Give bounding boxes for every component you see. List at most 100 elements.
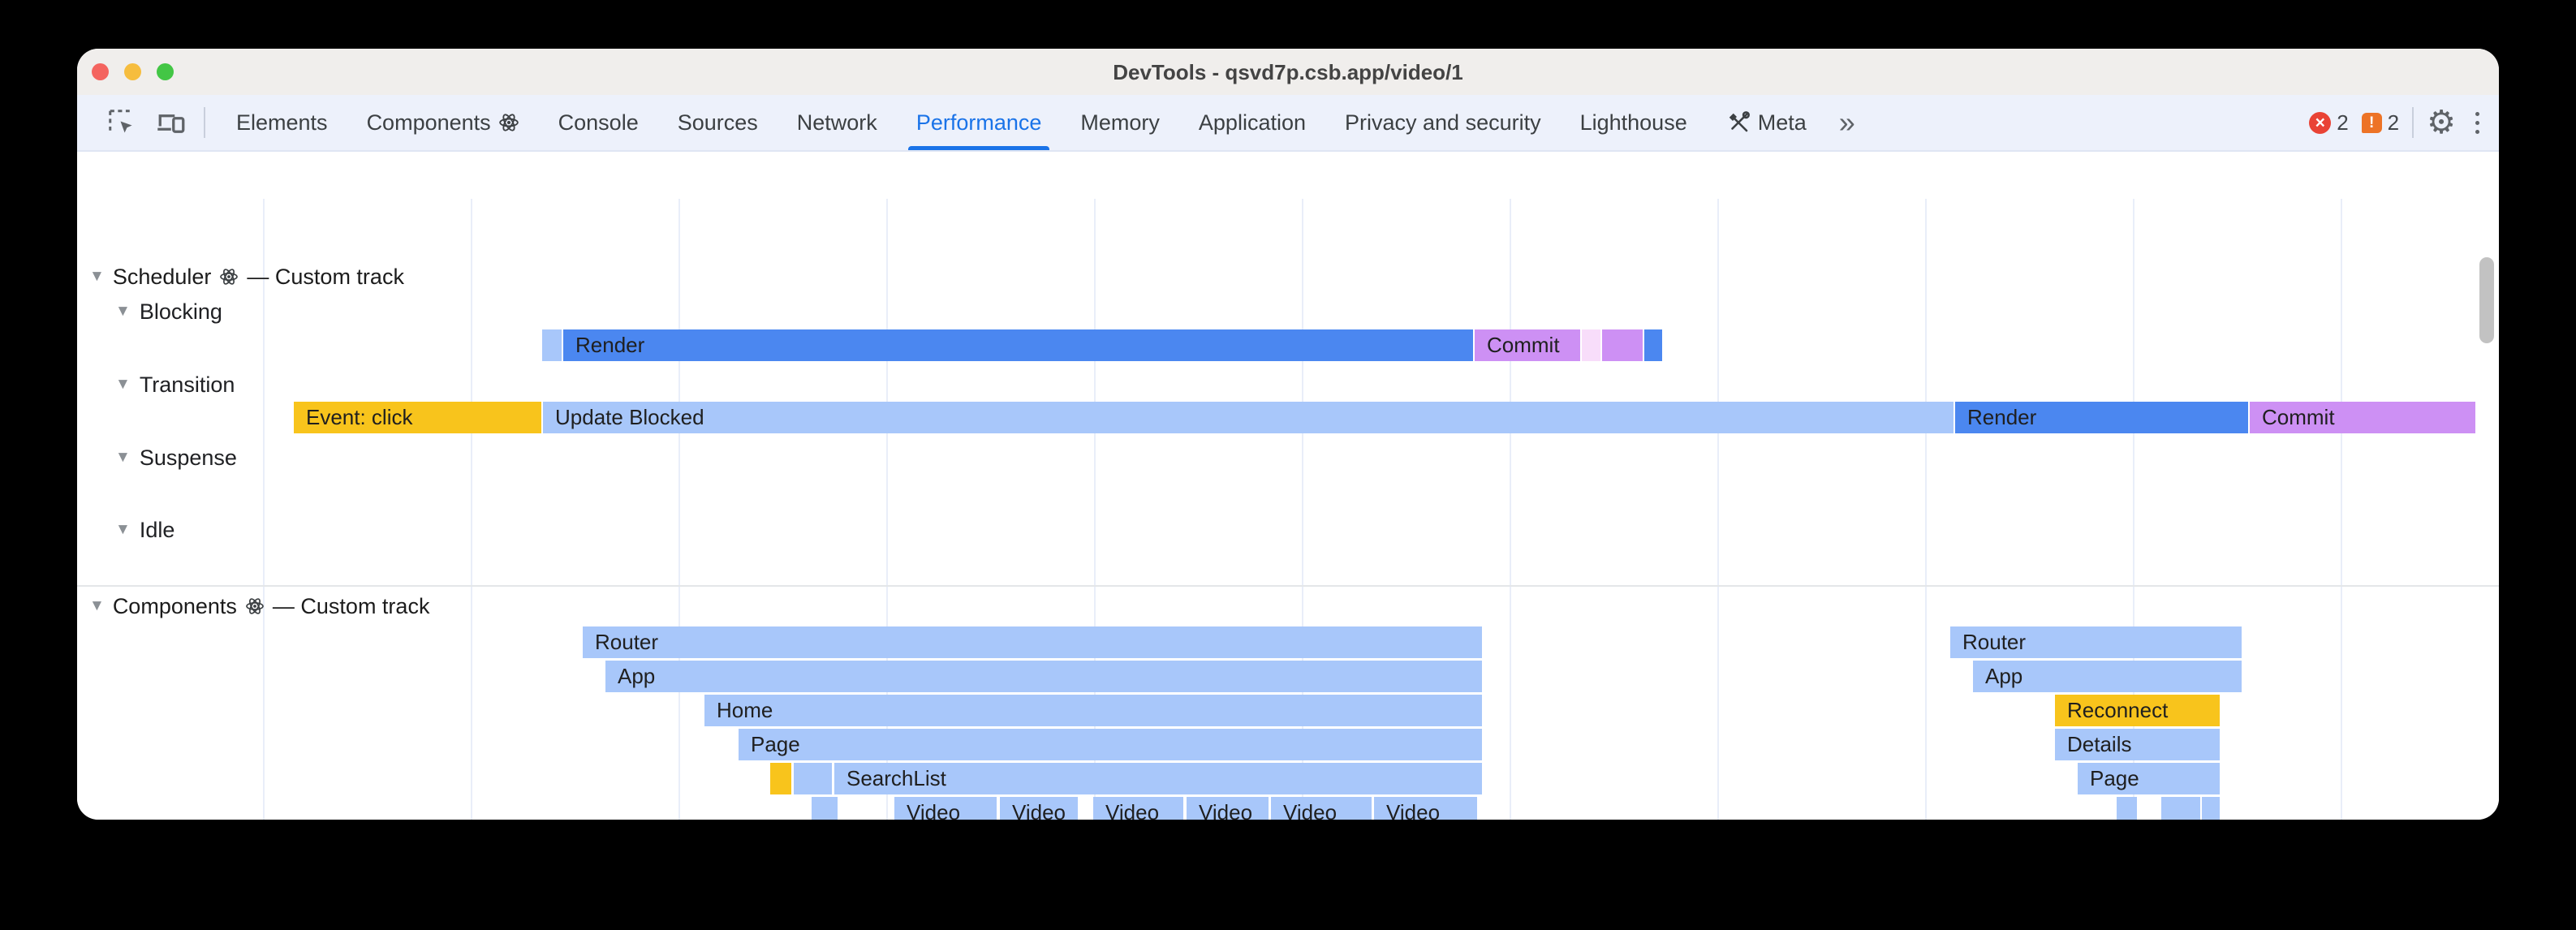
vertical-scrollbar-thumb[interactable] bbox=[2479, 257, 2494, 343]
selected-tab-underline bbox=[907, 146, 1050, 150]
track-header-scheduler[interactable]: ▼ Scheduler — Custom track bbox=[89, 263, 404, 291]
track-title: Scheduler bbox=[112, 264, 212, 289]
tab-sources[interactable]: Sources bbox=[658, 95, 778, 150]
flame-bar[interactable] bbox=[812, 797, 838, 820]
react-atom-icon bbox=[219, 267, 239, 286]
tab-elements[interactable]: Elements bbox=[217, 95, 347, 150]
gridline bbox=[1717, 199, 1719, 820]
flame-bar-home[interactable]: Home bbox=[704, 695, 1482, 726]
flame-bar-commit[interactable]: Commit bbox=[2250, 402, 2475, 433]
devtools-window: DevTools - qsvd7p.csb.app/video/1 bbox=[77, 49, 2499, 820]
track-title: Components bbox=[112, 593, 237, 618]
flame-bar[interactable] bbox=[794, 763, 832, 794]
flame-bar[interactable] bbox=[770, 763, 791, 794]
track-suffix: — Custom track bbox=[247, 264, 404, 289]
titlebar[interactable]: DevTools - qsvd7p.csb.app/video/1 bbox=[77, 49, 2499, 96]
flame-bar[interactable] bbox=[1644, 329, 1662, 361]
tab-components[interactable]: Components bbox=[347, 95, 539, 150]
tab-privacy[interactable]: Privacy and security bbox=[1325, 95, 1561, 150]
window-title: DevTools - qsvd7p.csb.app/video/1 bbox=[1113, 60, 1463, 84]
flame-bar-page[interactable]: Page bbox=[739, 729, 1482, 760]
flame-bar-app[interactable]: App bbox=[1973, 661, 2242, 692]
flame-bar-video[interactable]: Video bbox=[1187, 797, 1269, 820]
flame-bar-label: Page bbox=[751, 732, 800, 756]
close-button[interactable] bbox=[92, 63, 109, 80]
flame-bar-label: Commit bbox=[1487, 333, 1560, 357]
collapse-arrow-icon: ▼ bbox=[89, 597, 105, 614]
tab-label: Lighthouse bbox=[1579, 110, 1687, 135]
tab-label: Components bbox=[366, 110, 491, 135]
flame-bar-updateblocked[interactable]: Update Blocked bbox=[543, 402, 1954, 433]
flame-bar-details[interactable]: Details bbox=[2055, 729, 2220, 760]
lane-label-suspense[interactable]: ▼ Suspense bbox=[115, 444, 237, 471]
device-toolbar-button[interactable] bbox=[155, 107, 186, 138]
zoom-button[interactable] bbox=[157, 63, 174, 80]
flame-bar-label: Video bbox=[1386, 800, 1441, 820]
warning-icon: ! bbox=[2361, 112, 2382, 133]
flame-bar-video[interactable]: Video bbox=[894, 797, 997, 820]
flame-bar[interactable] bbox=[1582, 329, 1600, 361]
flame-bar-label: Update Blocked bbox=[555, 405, 704, 429]
lane-label-idle[interactable]: ▼ Idle bbox=[115, 516, 174, 544]
flame-bar-page[interactable]: Page bbox=[2078, 763, 2220, 794]
flame-bar-label: Render bbox=[575, 333, 645, 357]
tab-label: Application bbox=[1198, 110, 1306, 135]
flame-bar-router[interactable]: Router bbox=[583, 626, 1482, 658]
flame-bar-label: Video bbox=[1105, 800, 1160, 820]
flame-bar-label: Details bbox=[2067, 732, 2132, 756]
tab-application[interactable]: Application bbox=[1179, 95, 1325, 150]
inspect-element-button[interactable] bbox=[106, 107, 137, 138]
lane-label-text: Idle bbox=[139, 517, 175, 542]
flame-bar-video[interactable]: Video bbox=[1000, 797, 1078, 820]
tab-console[interactable]: Console bbox=[539, 95, 658, 150]
flame-bar-video[interactable]: Video bbox=[1374, 797, 1477, 820]
flame-bar[interactable] bbox=[2202, 797, 2220, 820]
gridline bbox=[1302, 199, 1303, 820]
overflow-menu-button[interactable] bbox=[2469, 111, 2486, 134]
flame-bar-render[interactable]: Render bbox=[1955, 402, 2248, 433]
tab-label: Privacy and security bbox=[1345, 110, 1541, 135]
flame-bar-video[interactable]: Video bbox=[1271, 797, 1372, 820]
flame-bar-commit[interactable]: Commit bbox=[1475, 329, 1580, 361]
tab-network[interactable]: Network bbox=[778, 95, 897, 150]
tab-label: Performance bbox=[915, 110, 1042, 135]
flame-bar-label: Reconnect bbox=[2067, 698, 2169, 722]
collapse-arrow-icon: ▼ bbox=[89, 268, 105, 285]
flame-bar[interactable] bbox=[2161, 797, 2200, 820]
flame-bar-app[interactable]: App bbox=[605, 661, 1482, 692]
flame-bar-label: Router bbox=[595, 630, 659, 654]
tab-label: Network bbox=[796, 110, 877, 135]
flame-bar-eventclick[interactable]: Event: click bbox=[294, 402, 541, 433]
lane-label-text: Blocking bbox=[139, 299, 222, 324]
flame-bar[interactable] bbox=[542, 329, 562, 361]
flame-bar-router[interactable]: Router bbox=[1950, 626, 2242, 658]
gridline bbox=[471, 199, 472, 820]
lane-label-transition[interactable]: ▼ Transition bbox=[115, 371, 235, 398]
minimize-button[interactable] bbox=[124, 63, 141, 80]
tab-memory[interactable]: Memory bbox=[1061, 95, 1179, 150]
flame-bar-reconnect[interactable]: Reconnect bbox=[2055, 695, 2220, 726]
devtools-toolbar: Elements Components Console Sources Network P… bbox=[77, 95, 2499, 152]
tab-label: Sources bbox=[677, 110, 758, 135]
flame-bar[interactable] bbox=[1602, 329, 1643, 361]
more-tabs-button[interactable]: » bbox=[1838, 105, 1855, 139]
tab-performance[interactable]: Performance bbox=[897, 95, 1062, 150]
lane-label-text: Suspense bbox=[139, 445, 237, 470]
flame-bar-label: SearchList bbox=[846, 766, 946, 790]
flame-bar-render[interactable]: Render bbox=[563, 329, 1473, 361]
lane-label-blocking[interactable]: ▼ Blocking bbox=[115, 298, 222, 325]
settings-gear-button[interactable]: ⚙ bbox=[2427, 105, 2456, 140]
gridline bbox=[2133, 199, 2134, 820]
console-errors-indicator[interactable]: × 2 bbox=[2309, 110, 2349, 136]
tab-meta[interactable]: Meta bbox=[1707, 95, 1826, 150]
console-warnings-indicator[interactable]: ! 2 bbox=[2361, 110, 2400, 136]
tab-label: Elements bbox=[236, 110, 328, 135]
flame-bar[interactable] bbox=[2117, 797, 2137, 820]
flame-bar-searchlist[interactable]: SearchList bbox=[834, 763, 1482, 794]
flame-bar-video[interactable]: Video bbox=[1093, 797, 1183, 820]
warning-count: 2 bbox=[2387, 110, 2400, 135]
tab-lighthouse[interactable]: Lighthouse bbox=[1561, 95, 1707, 150]
track-header-components[interactable]: ▼ Components — Custom track bbox=[89, 592, 429, 620]
gridline bbox=[1510, 199, 1511, 820]
flame-bar-label: Video bbox=[907, 800, 961, 820]
